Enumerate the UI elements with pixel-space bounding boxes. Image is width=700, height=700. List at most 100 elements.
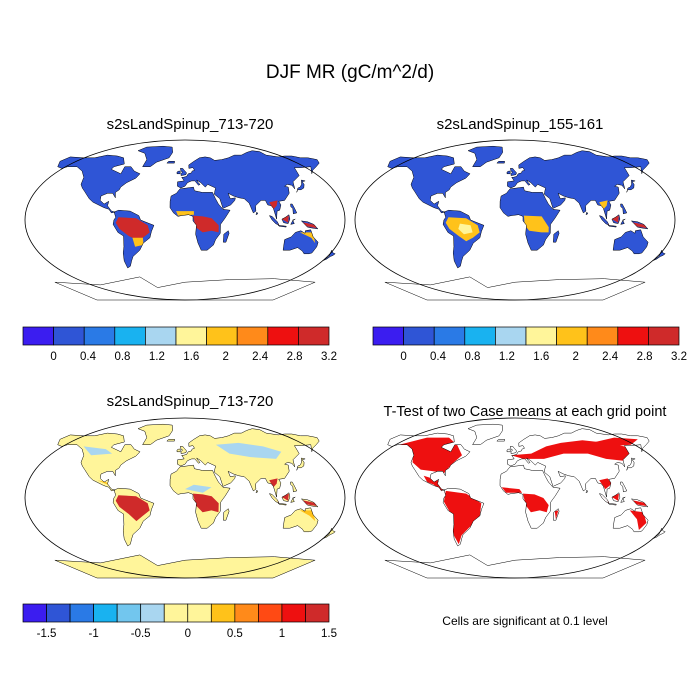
field-region <box>281 215 289 223</box>
coastline-borneo <box>281 214 291 224</box>
colorbar-tick-label: 0.4 <box>80 351 97 363</box>
colorbar-tick-label: 0 <box>400 351 406 363</box>
colorbar-tick-label: -1.5 <box>37 628 57 640</box>
coastline-eurasia <box>177 150 320 220</box>
coastline-eurasia <box>507 150 650 220</box>
colorbar-box <box>305 603 330 623</box>
land-namerica <box>57 433 141 491</box>
coastline-philippines <box>620 203 628 215</box>
colorbar-box <box>556 326 588 346</box>
coastline-greenland <box>137 423 173 445</box>
colorbar-box <box>114 326 146 346</box>
coastline-japan <box>626 179 637 193</box>
land-philippines <box>620 204 627 214</box>
land-namerica <box>57 155 141 213</box>
colorbar-tick-label: 2.4 <box>252 351 269 363</box>
coastline-antarctica <box>54 554 316 579</box>
coastline-srilanka <box>585 211 589 216</box>
colorbar-diff: -1.5 -1 -0.5 0 0.5 1 1.5 <box>22 603 337 640</box>
land-nz <box>322 528 336 539</box>
colorbar-box <box>586 326 619 346</box>
coastline-greenland <box>467 145 503 167</box>
field-region <box>83 446 113 456</box>
coastline-samerica <box>442 487 485 547</box>
map-panel-case2 <box>354 139 676 301</box>
colorbar-box <box>22 326 54 346</box>
colorbar-box <box>617 326 649 346</box>
map-panel-case1 <box>24 139 346 301</box>
land-antarctica <box>384 554 646 578</box>
coastline-australia <box>612 507 649 533</box>
colorbar-box <box>145 326 177 346</box>
land-sulawesi <box>620 219 626 225</box>
panel-title-diff-line1: s2sLandSpinup_713-720 <box>106 393 274 410</box>
coastline-madagascar <box>223 508 230 521</box>
coastline-madagascar <box>223 230 230 243</box>
colorbar-case1: 0 0.4 0.8 1.2 1.6 2 2.4 2.8 3.2 <box>22 326 337 363</box>
land-uk <box>180 446 187 454</box>
colorbar-box <box>46 603 71 623</box>
land-uk <box>510 168 517 176</box>
land-greenland <box>468 146 503 167</box>
colorbar-tick-label: 0.8 <box>464 351 480 363</box>
land-sumatra <box>599 493 610 504</box>
colorbar-tick-label: 0.5 <box>227 628 243 640</box>
coastline-newguinea <box>300 498 319 508</box>
colorbar-box <box>175 326 207 346</box>
land-eurasia <box>177 150 320 220</box>
land-sumatra <box>269 493 280 504</box>
field-region <box>599 200 608 210</box>
coastline-uk <box>509 446 517 454</box>
coastline-borneo <box>611 214 621 224</box>
coastline-srilanka <box>255 489 259 494</box>
coastline-madagascar <box>553 508 560 521</box>
coastline-madagascar <box>553 230 560 243</box>
field-region <box>611 493 619 501</box>
colorbar-tick-label: -0.5 <box>131 628 151 640</box>
land-uk <box>510 446 517 454</box>
coastline-australia <box>282 229 319 255</box>
coastline-sulawesi <box>620 496 626 503</box>
coastline-borneo <box>611 492 621 502</box>
colorbar-tick-label: 2.8 <box>287 351 303 363</box>
land-iceland <box>496 161 505 164</box>
field-overlay <box>83 442 317 522</box>
map-border <box>24 417 346 579</box>
colorbar-tick-label: 0.8 <box>114 351 130 363</box>
land-philippines <box>620 482 627 492</box>
field-region <box>501 487 523 493</box>
coastline-srilanka <box>255 211 259 216</box>
coastline-africa <box>169 186 231 251</box>
panel-title-case1-line1: s2sLandSpinup_713-720 <box>106 116 274 133</box>
map-panel-ttest <box>354 417 676 579</box>
field-region <box>269 200 278 210</box>
colorbar-box <box>140 603 165 623</box>
land-greenland <box>138 424 173 445</box>
field-region <box>599 478 612 490</box>
map-border <box>24 139 346 301</box>
coastline-australia <box>612 229 649 255</box>
map-panel-diff <box>24 417 346 579</box>
field-region <box>176 211 194 216</box>
colorbar-box <box>281 603 306 623</box>
coastline-nz <box>322 527 336 540</box>
colorbar-box <box>464 326 496 346</box>
colorbar-tick-label: 1.6 <box>533 351 549 363</box>
land-nz <box>652 250 666 261</box>
coastline-uk <box>179 446 187 454</box>
coastline-borneo <box>281 492 291 502</box>
coastline-srilanka <box>585 489 589 494</box>
colorbar-tick-label: 2 <box>573 351 579 363</box>
colorbar-tick-label: 1.2 <box>499 351 515 363</box>
coastline-japan <box>296 457 307 471</box>
colorbar-box <box>93 603 118 623</box>
colorbar-box <box>53 326 85 346</box>
coastlines <box>54 145 336 301</box>
coastline-namerica <box>387 154 471 214</box>
coastline-samerica <box>112 209 155 269</box>
field-region <box>193 215 219 233</box>
coastline-iceland <box>496 161 505 164</box>
land-uk <box>180 168 187 176</box>
colorbar-box <box>648 326 680 346</box>
land-sulawesi <box>290 497 296 503</box>
